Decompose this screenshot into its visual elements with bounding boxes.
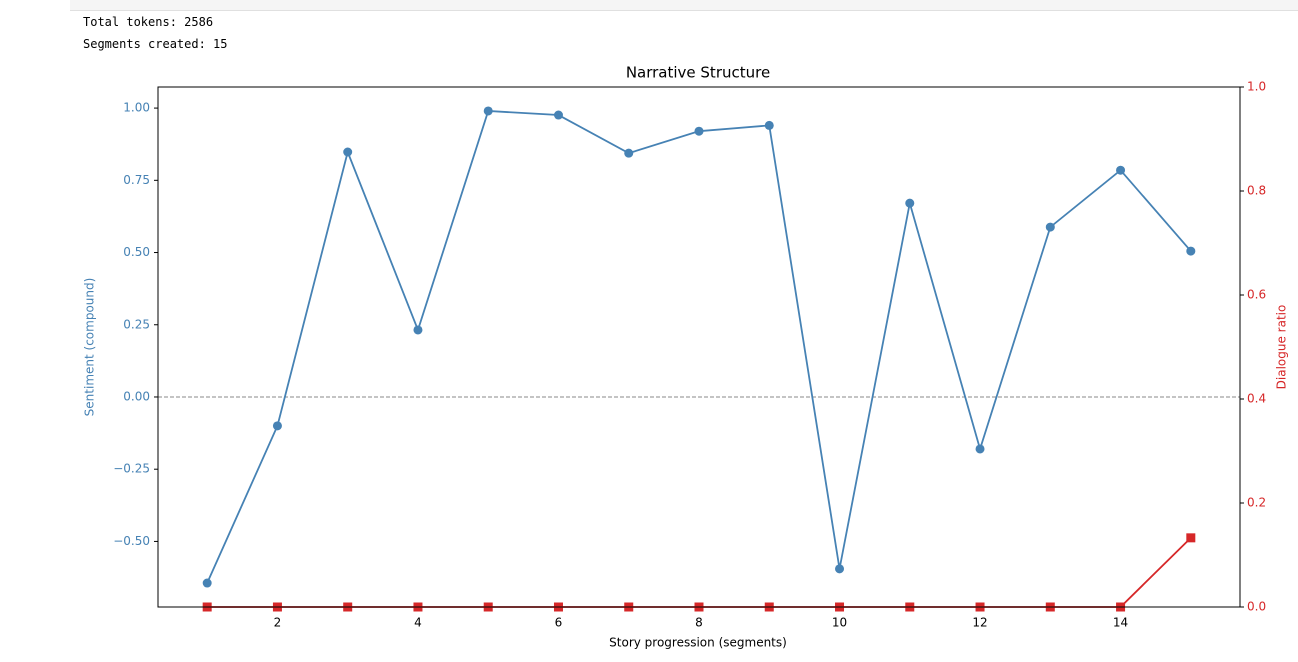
cell-border [70,0,1298,11]
y-tick-label: −0.50 [113,534,150,548]
marker [202,578,212,588]
y2-tick-label: 0.8 [1247,184,1266,198]
y2-tick-label: 0.4 [1247,392,1266,406]
y2-tick-label: 1.0 [1247,80,1266,94]
marker [1186,246,1196,256]
x-tick-label: 6 [555,616,563,630]
y-tick-label: 0.50 [123,245,150,259]
output-line: Total tokens: 2586 [83,15,214,29]
marker [553,110,563,120]
y2-tick-label: 0.2 [1247,496,1266,510]
marker [764,120,774,130]
y2-tick-label: 0.6 [1247,288,1266,302]
y-tick-label: 0.00 [123,389,150,403]
x-tick-label: 10 [832,616,847,630]
marker [483,106,493,116]
series-line [206,110,1192,584]
marker [694,126,704,136]
output-line: Segments created: 15 [83,37,228,51]
marker [1045,222,1055,232]
marker [624,148,634,158]
chart-title: Narrative Structure [626,64,770,82]
y2-axis-label: Dialogue ratio [1275,305,1289,390]
series-line [207,537,1192,608]
plot-frame [157,86,1241,608]
marker [975,444,985,454]
x-tick-label: 4 [414,616,422,630]
x-axis-label: Story progression (segments) [609,636,787,650]
marker [1116,165,1126,175]
y-tick-label: 0.75 [123,173,150,187]
y-axis-label: Sentiment (compound) [83,278,97,417]
marker [1186,533,1196,543]
x-tick-label: 2 [274,616,282,630]
y-tick-label: −0.25 [113,462,150,476]
y-tick-label: 0.25 [123,317,150,331]
y-tick-label: 1.00 [123,101,150,115]
marker [835,564,845,574]
x-tick-label: 8 [695,616,703,630]
marker [343,147,353,157]
marker [272,421,282,431]
x-tick-label: 12 [972,616,987,630]
x-tick-label: 14 [1113,616,1128,630]
marker [905,198,915,208]
y2-tick-label: 0.0 [1247,600,1266,614]
marker [413,325,423,335]
